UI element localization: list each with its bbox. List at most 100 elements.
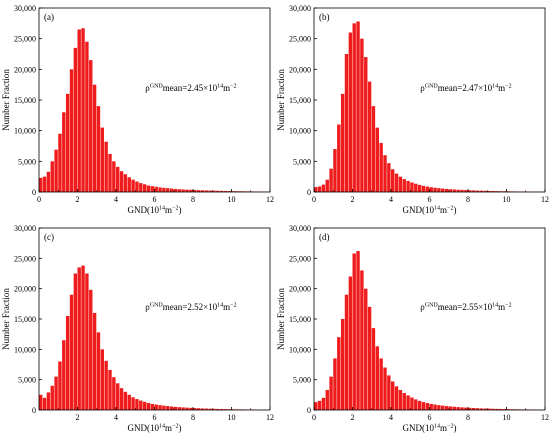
histogram-bar — [414, 183, 418, 192]
histogram-bar — [158, 405, 162, 410]
mean-annotation: ρGNDmean=2.55×1014m−2 — [420, 302, 511, 312]
histogram-bar — [483, 408, 487, 410]
histogram-bar — [452, 406, 456, 410]
histogram-bar — [119, 388, 124, 410]
x-tick-label: 10 — [503, 413, 511, 422]
histogram-bar — [425, 186, 430, 192]
histogram-bar — [185, 189, 189, 192]
histogram-bar — [471, 190, 476, 192]
histogram-bar — [494, 191, 499, 192]
histogram-bar — [383, 367, 387, 410]
histogram-bar — [212, 408, 216, 410]
histogram-bar — [181, 407, 185, 410]
histogram-bar — [356, 21, 360, 192]
histogram-bar — [475, 408, 480, 410]
histogram-bar — [169, 188, 174, 192]
histogram-bar — [471, 408, 476, 410]
histogram-bar — [387, 163, 391, 192]
histogram-bar — [394, 386, 399, 410]
y-tick-label: 25,000 — [289, 35, 311, 44]
x-tick-label: 6 — [153, 195, 157, 204]
histogram-bar — [344, 54, 349, 192]
histogram-bar — [475, 190, 480, 192]
histogram-bar — [127, 177, 131, 192]
histogram-bar — [429, 403, 433, 410]
histogram-bar — [46, 392, 51, 410]
y-tick-label: 0 — [32, 406, 36, 415]
histogram-bar — [96, 106, 101, 192]
histogram-bar — [325, 389, 329, 410]
x-tick-label: 0 — [312, 195, 316, 204]
histogram-bar — [58, 133, 62, 192]
histogram-bar — [340, 319, 345, 410]
x-tick-label: 8 — [191, 413, 195, 422]
histogram-bar — [414, 399, 418, 410]
histogram-bar — [433, 187, 437, 192]
y-tick-label: 10,000 — [289, 127, 311, 136]
histogram-bar — [65, 93, 70, 192]
histogram-bar — [54, 376, 58, 410]
histogram-bar — [158, 187, 162, 192]
y-axis-label: Number Fraction — [276, 69, 286, 131]
y-tick-label: 25,000 — [289, 254, 311, 263]
histogram-bar — [77, 267, 81, 410]
y-tick-label: 10,000 — [14, 127, 36, 136]
mean-annotation: ρGNDmean=2.45×1014m−2 — [145, 83, 236, 93]
panel-tag: (a) — [44, 12, 54, 22]
y-tick-label: 0 — [307, 188, 311, 197]
histogram-bar — [348, 32, 353, 192]
histogram-bar — [410, 182, 414, 192]
histogram-bar — [410, 397, 414, 410]
histogram-bar — [502, 409, 507, 410]
x-tick-label: 2 — [76, 413, 80, 422]
histogram-bar — [42, 176, 47, 192]
histogram-bar — [317, 400, 322, 410]
histogram-bar — [54, 149, 58, 192]
histogram-bar — [406, 395, 410, 410]
histogram-bar — [325, 179, 329, 192]
histogram-bar — [166, 188, 170, 192]
histogram-bar — [348, 276, 353, 410]
histogram-bar — [169, 406, 174, 410]
histogram-bar — [487, 190, 491, 192]
histogram-bar — [73, 273, 78, 410]
histogram-bar — [379, 142, 383, 192]
histogram-bar — [216, 190, 220, 192]
histogram-bar — [85, 273, 89, 410]
histogram-bar — [329, 168, 333, 192]
histogram-bar — [364, 57, 368, 192]
histogram-bar — [65, 315, 70, 410]
histogram-bar — [487, 408, 491, 410]
panel-tag: (c) — [44, 232, 54, 242]
histogram-bar — [352, 23, 356, 192]
histogram-bar — [131, 179, 135, 192]
y-axis-label: Number Fraction — [1, 69, 11, 131]
histogram-bar — [468, 407, 472, 410]
histogram-bar — [375, 346, 379, 410]
x-tick-label: 12 — [266, 413, 274, 422]
histogram-bar — [112, 377, 116, 410]
histogram-bar — [464, 407, 468, 410]
y-tick-label: 15,000 — [14, 96, 36, 105]
y-tick-label: 5,000 — [18, 376, 36, 385]
x-tick-label: 6 — [153, 413, 157, 422]
x-tick-label: 4 — [389, 195, 393, 204]
histogram-bar — [200, 408, 205, 410]
histogram-bar — [142, 184, 147, 192]
y-tick-label: 10,000 — [14, 345, 36, 354]
histogram-bar — [333, 358, 337, 410]
histogram-bar — [360, 270, 364, 410]
x-axis-label: GND(1014m−2) — [403, 423, 457, 433]
histogram-bar — [162, 405, 166, 410]
histogram-bar — [460, 407, 464, 410]
histogram-bar — [208, 190, 212, 192]
mean-annotation: ρGNDmean=2.52×1014m−2 — [145, 302, 236, 312]
histogram-bar — [166, 406, 170, 410]
histogram-bar — [337, 337, 341, 410]
x-tick-label: 8 — [466, 195, 470, 204]
histogram-bar — [344, 294, 349, 410]
histogram-bar — [135, 399, 139, 410]
histogram-bar — [204, 408, 208, 410]
histogram-bar — [196, 190, 201, 192]
